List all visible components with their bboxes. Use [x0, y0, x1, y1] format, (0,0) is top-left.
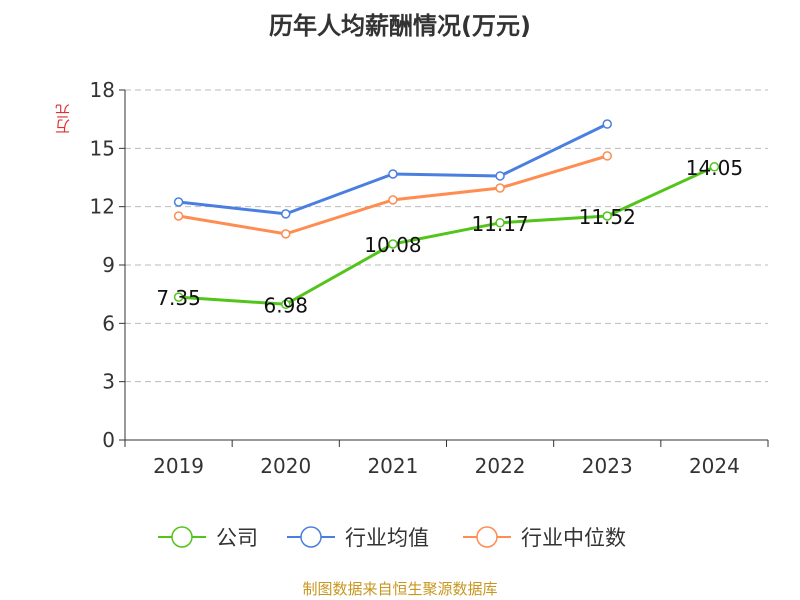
- y-tick-label: 6: [102, 311, 115, 335]
- x-tick-label: 2020: [260, 454, 311, 478]
- legend-marker: [476, 526, 498, 548]
- y-tick-label: 3: [102, 370, 115, 394]
- legend-marker: [171, 526, 193, 548]
- data-point: [495, 218, 505, 228]
- y-tick-label: 0: [102, 428, 115, 452]
- data-point: [173, 197, 184, 207]
- chart-title: 历年人均薪酬情况(万元): [269, 12, 531, 40]
- data-point: [495, 183, 505, 193]
- x-tick-label: 2019: [153, 454, 204, 478]
- data-point: [602, 119, 612, 129]
- x-tick-label: 2022: [475, 454, 526, 478]
- data-point: [388, 195, 398, 205]
- legend-label: 行业中位数: [521, 526, 626, 550]
- data-label: 11.52: [579, 205, 636, 229]
- data-label: 7.35: [156, 286, 201, 310]
- y-tick-label: 9: [102, 253, 115, 277]
- legend-marker: [300, 526, 322, 548]
- legend-label: 行业均值: [345, 526, 429, 550]
- y-tick-label: 15: [90, 136, 115, 160]
- series-line: [178, 154, 608, 236]
- legend-label: 公司: [216, 526, 258, 550]
- data-label: 6.98: [263, 293, 308, 317]
- data-label: 14.05: [686, 156, 743, 180]
- data-point: [602, 211, 612, 221]
- source-note: 制图数据来自恒生聚源数据库: [302, 580, 498, 598]
- data-point: [281, 209, 291, 219]
- data-point: [281, 299, 291, 310]
- data-label: 10.08: [364, 233, 421, 257]
- data-point: [388, 169, 398, 179]
- data-point: [709, 162, 720, 172]
- data-point: [388, 239, 398, 249]
- data-point: [281, 229, 291, 239]
- data-point: [173, 211, 184, 221]
- y-tick-label: 12: [90, 195, 115, 219]
- series-line: [178, 165, 716, 306]
- x-tick-label: 2024: [689, 454, 740, 478]
- y-tick-label: 18: [90, 78, 115, 102]
- data-point: [495, 171, 505, 181]
- data-label: 11.17: [471, 212, 528, 236]
- x-tick-label: 2021: [367, 454, 418, 478]
- data-point: [173, 292, 184, 302]
- x-tick-label: 2023: [582, 454, 633, 478]
- data-point: [602, 151, 612, 161]
